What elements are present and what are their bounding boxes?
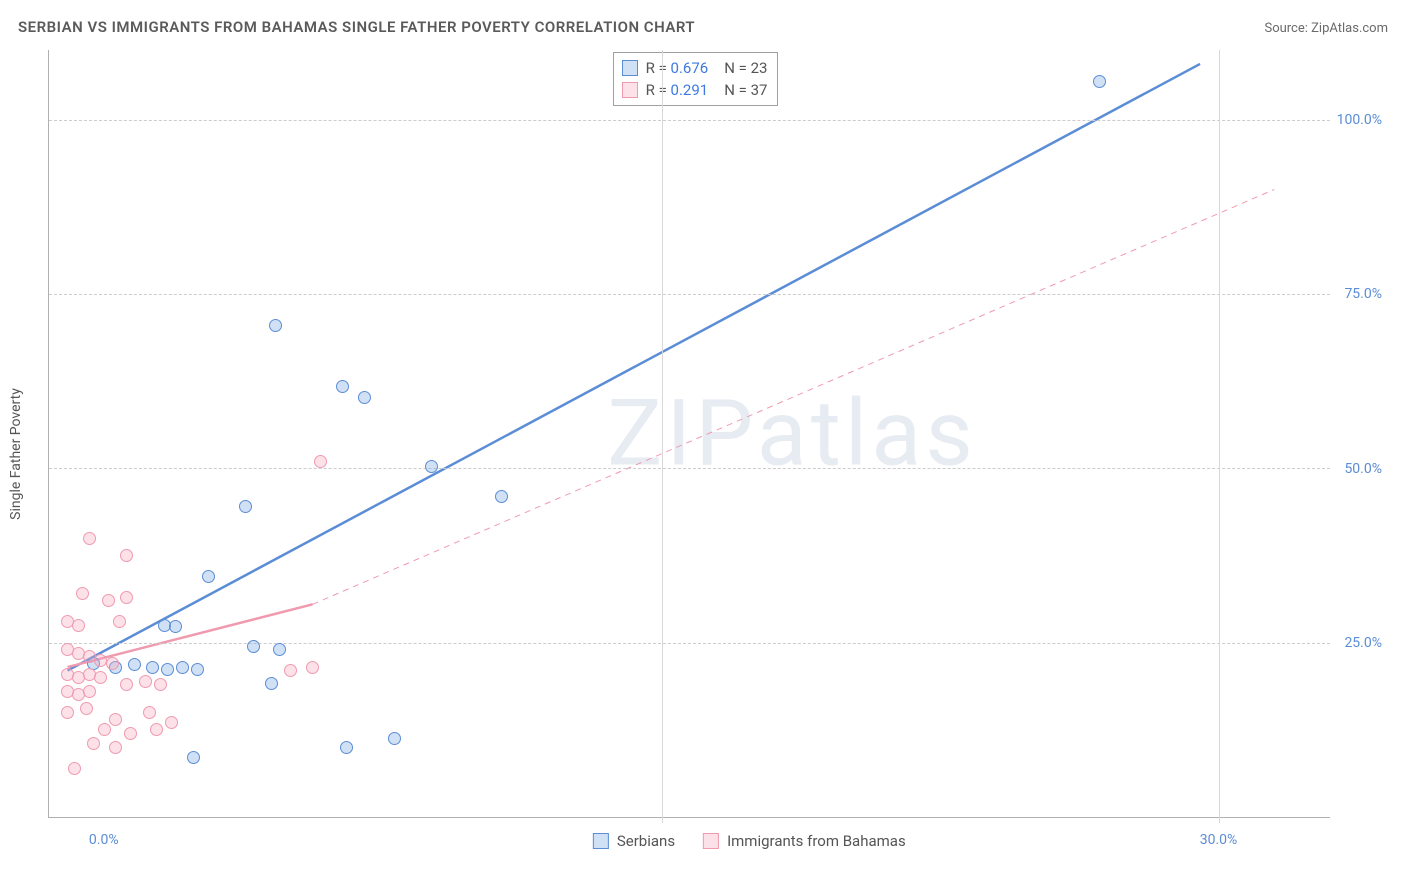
- scatter-point: [120, 591, 133, 604]
- y-tick-label: 100.0%: [1337, 112, 1382, 128]
- scatter-point: [83, 532, 96, 545]
- scatter-point: [202, 570, 215, 583]
- series-legend: Serbians Immigrants from Bahamas: [593, 832, 906, 850]
- scatter-point: [340, 741, 353, 754]
- scatter-point: [269, 319, 282, 332]
- legend-swatch: [703, 833, 719, 849]
- r-label: R = 0.291: [646, 79, 709, 101]
- correlation-legend: R = 0.676 N = 23 R = 0.291 N = 37: [613, 52, 779, 106]
- scatter-point: [109, 713, 122, 726]
- scatter-point: [388, 732, 401, 745]
- scatter-point: [128, 658, 141, 671]
- scatter-point: [239, 500, 252, 513]
- scatter-point: [358, 391, 371, 404]
- legend-item: Serbians: [593, 832, 675, 850]
- y-tick-label: 25.0%: [1344, 635, 1382, 651]
- y-tick-label: 50.0%: [1344, 461, 1382, 477]
- scatter-point: [139, 675, 152, 688]
- scatter-point: [72, 619, 85, 632]
- scatter-point: [284, 664, 297, 677]
- grid-line-v: [662, 50, 663, 823]
- plot-area: ZIPatlas R = 0.676N = 23R = 0.291N = 37: [48, 50, 1330, 818]
- regression-line: [313, 189, 1275, 604]
- scatter-point: [120, 549, 133, 562]
- scatter-point: [176, 661, 189, 674]
- scatter-point: [191, 663, 204, 676]
- scatter-point: [143, 706, 156, 719]
- correlation-row: R = 0.291 N = 37: [622, 79, 768, 101]
- n-label: N = 37: [724, 79, 767, 101]
- scatter-point: [102, 594, 115, 607]
- legend-swatch: [593, 833, 609, 849]
- scatter-point: [306, 661, 319, 674]
- scatter-point: [76, 587, 89, 600]
- grid-line-h: [49, 643, 1330, 644]
- legend-label: Immigrants from Bahamas: [727, 832, 906, 850]
- scatter-point: [265, 677, 278, 690]
- n-label: N = 23: [724, 57, 767, 79]
- y-axis-label: Single Father Poverty: [8, 388, 24, 520]
- header: SERBIAN VS IMMIGRANTS FROM BAHAMAS SINGL…: [18, 18, 1388, 36]
- scatter-point: [68, 762, 81, 775]
- scatter-point: [273, 643, 286, 656]
- x-tick-label: 30.0%: [1200, 832, 1238, 848]
- grid-line-h: [49, 468, 1330, 469]
- x-tick-label: 0.0%: [89, 832, 119, 848]
- scatter-point: [495, 490, 508, 503]
- scatter-point: [87, 737, 100, 750]
- scatter-point: [425, 460, 438, 473]
- scatter-point: [113, 615, 126, 628]
- scatter-point: [109, 741, 122, 754]
- scatter-point: [187, 751, 200, 764]
- chart-title: SERBIAN VS IMMIGRANTS FROM BAHAMAS SINGL…: [18, 18, 695, 36]
- legend-item: Immigrants from Bahamas: [703, 832, 906, 850]
- scatter-point: [247, 640, 260, 653]
- scatter-point: [314, 455, 327, 468]
- grid-line-h: [49, 294, 1330, 295]
- r-label: R = 0.676: [646, 57, 709, 79]
- scatter-point: [61, 706, 74, 719]
- scatter-point: [124, 727, 137, 740]
- scatter-point: [165, 716, 178, 729]
- scatter-point: [161, 663, 174, 676]
- scatter-point: [80, 702, 93, 715]
- scatter-point: [169, 620, 182, 633]
- regression-lines: [49, 50, 1330, 817]
- scatter-point: [336, 380, 349, 393]
- scatter-point: [120, 678, 133, 691]
- scatter-point: [1093, 75, 1106, 88]
- grid-line-h: [49, 120, 1330, 121]
- scatter-point: [94, 671, 107, 684]
- scatter-point: [150, 723, 163, 736]
- legend-label: Serbians: [617, 832, 675, 850]
- correlation-row: R = 0.676 N = 23: [622, 57, 768, 79]
- scatter-point: [98, 723, 111, 736]
- grid-line-v: [1219, 50, 1220, 823]
- regression-line: [68, 64, 1200, 671]
- scatter-point: [106, 657, 119, 670]
- y-tick-label: 75.0%: [1344, 286, 1382, 302]
- legend-swatch: [622, 82, 638, 98]
- scatter-point: [154, 678, 167, 691]
- source-label: Source: ZipAtlas.com: [1264, 21, 1388, 36]
- scatter-point: [146, 661, 159, 674]
- legend-swatch: [622, 60, 638, 76]
- scatter-point: [83, 685, 96, 698]
- chart: Single Father Poverty ZIPatlas R = 0.676…: [48, 50, 1388, 858]
